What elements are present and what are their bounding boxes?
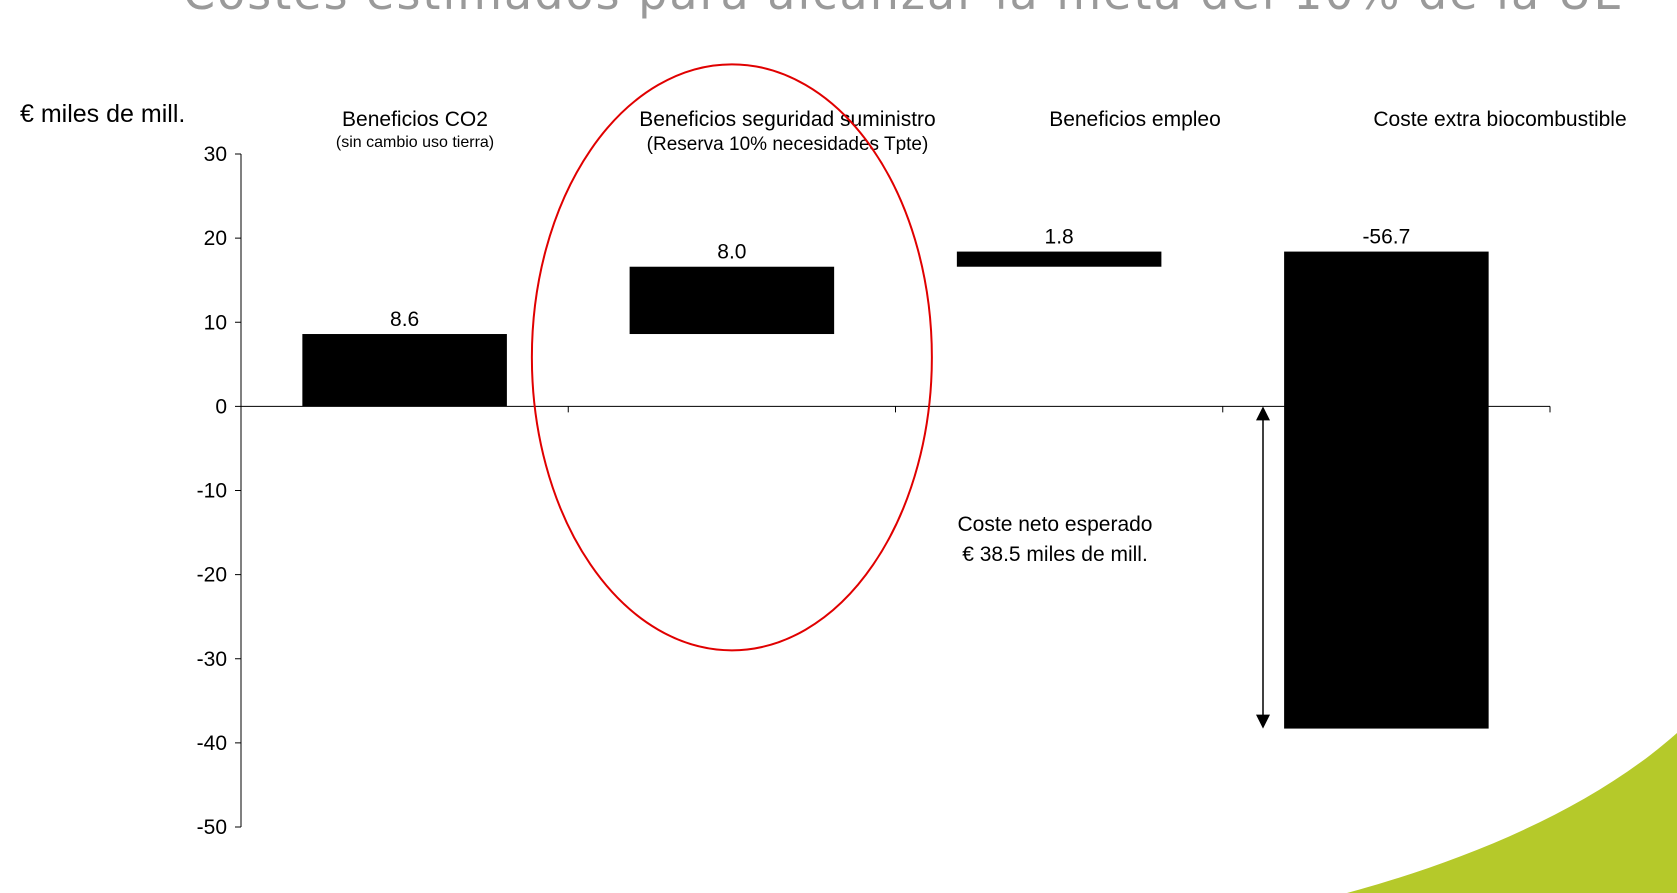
chart-title: Costes estimados para alcanzar la meta d… [183, 0, 1677, 20]
y-axis-unit-label: € miles de mill. [20, 100, 186, 128]
y-tick-label: -40 [197, 732, 227, 755]
net-cost-line-2: € 38.5 miles de mill. [962, 543, 1148, 566]
y-tick-label: 10 [204, 311, 227, 334]
bar-value-label: -56.7 [1362, 226, 1410, 249]
category-subtitle: (sin cambio uso tierra) [335, 134, 495, 151]
bar-1 [302, 334, 507, 407]
category-label-biofuel-cost: Coste extra biocombustible [1325, 108, 1675, 132]
category-label-employment: Beneficios empleo [990, 108, 1280, 132]
y-tick-label: -30 [197, 648, 227, 671]
y-tick-label: -50 [197, 816, 227, 839]
y-tick-label: 0 [215, 395, 227, 418]
y-tick-label: -10 [197, 480, 227, 503]
category-title: Beneficios empleo [1049, 108, 1221, 131]
net-cost-annotation: Coste neto esperado € 38.5 miles de mill… [900, 510, 1210, 570]
highlight-ellipse [530, 63, 933, 652]
decorative-swoosh [1347, 733, 1677, 893]
net-cost-line-1: Coste neto esperado [957, 513, 1153, 536]
category-title: Coste extra biocombustible [1373, 108, 1627, 131]
bar-value-label: 8.6 [390, 308, 419, 331]
category-subtitle: (Reserva 10% necesidades Tpte) [646, 134, 929, 155]
category-title: Beneficios seguridad suministro [639, 108, 936, 131]
y-tick-label: -20 [197, 564, 227, 587]
net-cost-arrow-down-head [1256, 714, 1270, 729]
bar-value-label: 1.8 [1045, 226, 1074, 249]
bar-4 [1284, 251, 1489, 729]
net-cost-arrow-up-head [1256, 406, 1270, 421]
category-label-co2: Beneficios CO2 (sin cambio uso tierra) [285, 108, 545, 152]
bar-2 [629, 266, 835, 335]
category-label-supply-security: Beneficios seguridad suministro (Reserva… [565, 108, 1010, 156]
bar-3 [956, 251, 1162, 267]
bar-value-label: 8.0 [717, 241, 746, 264]
y-tick-label: 30 [204, 143, 227, 166]
category-title: Beneficios CO2 [342, 108, 488, 131]
y-tick-label: 20 [204, 227, 227, 250]
